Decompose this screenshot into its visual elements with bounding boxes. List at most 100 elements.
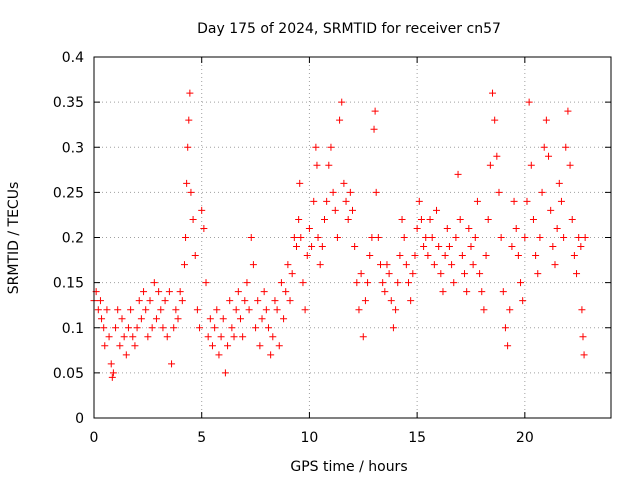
- data-point: [122, 351, 130, 359]
- data-point: [120, 333, 128, 341]
- data-point: [174, 315, 182, 323]
- data-point: [204, 333, 212, 341]
- data-point: [387, 297, 395, 305]
- data-point: [415, 197, 423, 205]
- data-point: [458, 252, 466, 260]
- data-point: [301, 306, 309, 314]
- data-point: [371, 107, 379, 115]
- data-point: [331, 206, 339, 214]
- data-point: [131, 342, 139, 350]
- x-tick-label: 5: [197, 430, 206, 446]
- data-point: [562, 143, 570, 151]
- data-point: [183, 179, 191, 187]
- data-point: [247, 234, 255, 241]
- data-point: [439, 288, 447, 296]
- data-point: [566, 161, 574, 169]
- data-point: [430, 261, 438, 269]
- data-point: [385, 270, 393, 278]
- data-point: [428, 234, 436, 241]
- data-point: [551, 261, 559, 269]
- data-point: [135, 297, 143, 305]
- axis-ticks: 0 0.05 0.1 0.15 0.2 0.25 0.3 0.35 0.4 0 5 10 15 20: [53, 50, 611, 446]
- data-point: [159, 324, 167, 332]
- data-point: [435, 243, 443, 251]
- y-tick-label: 0.15: [53, 276, 84, 292]
- data-point: [318, 243, 326, 251]
- data-point: [105, 333, 113, 341]
- data-point: [129, 333, 137, 341]
- data-point: [189, 215, 197, 223]
- data-point: [150, 279, 158, 287]
- data-point: [381, 288, 389, 296]
- data-point: [420, 243, 428, 251]
- data-point: [226, 297, 234, 305]
- data-point: [450, 279, 458, 287]
- data-point: [314, 234, 322, 241]
- data-point: [527, 161, 535, 169]
- data-point: [402, 261, 410, 269]
- data-point: [506, 306, 514, 314]
- data-point: [441, 252, 449, 260]
- data-point: [521, 234, 529, 241]
- data-point: [577, 243, 585, 251]
- data-point: [109, 369, 117, 377]
- data-point: [497, 234, 505, 241]
- data-point: [155, 288, 163, 296]
- x-tick-label: 10: [301, 430, 319, 446]
- data-point: [377, 261, 385, 269]
- data-point: [392, 306, 400, 314]
- data-point: [482, 252, 490, 260]
- data-point: [165, 288, 173, 296]
- data-point: [570, 252, 578, 260]
- data-point: [200, 224, 208, 232]
- data-point: [269, 333, 277, 341]
- data-point: [353, 279, 361, 287]
- data-point: [484, 215, 492, 223]
- data-point: [452, 234, 460, 241]
- data-point: [374, 234, 382, 241]
- data-point: [284, 261, 292, 269]
- data-point: [193, 306, 201, 314]
- data-point: [186, 89, 194, 97]
- data-point: [297, 234, 305, 241]
- data-point: [217, 333, 225, 341]
- data-point: [118, 315, 126, 323]
- data-point: [568, 215, 576, 223]
- data-point: [491, 116, 499, 124]
- data-point: [100, 324, 108, 332]
- data-point: [396, 252, 404, 260]
- data-point: [249, 261, 257, 269]
- data-point: [519, 297, 527, 305]
- data-point: [303, 252, 311, 260]
- data-point: [465, 224, 473, 232]
- data-point: [443, 224, 451, 232]
- data-point: [495, 188, 503, 196]
- data-point: [336, 116, 344, 124]
- data-point: [417, 215, 425, 223]
- data-point: [224, 342, 232, 350]
- data-point: [277, 279, 285, 287]
- data-point: [581, 234, 589, 241]
- data-point: [295, 215, 303, 223]
- data-point: [206, 315, 214, 323]
- data-point: [273, 306, 281, 314]
- data-point: [316, 261, 324, 269]
- data-point: [310, 197, 318, 205]
- data-point: [534, 270, 542, 278]
- data-point: [542, 116, 550, 124]
- data-point: [368, 234, 376, 241]
- data-point: [168, 360, 176, 368]
- data-point: [286, 297, 294, 305]
- data-point: [467, 243, 475, 251]
- data-point: [473, 197, 481, 205]
- data-point: [114, 306, 122, 314]
- data-point: [547, 206, 555, 214]
- data-point: [411, 252, 419, 260]
- data-point: [239, 333, 247, 341]
- data-point: [478, 288, 486, 296]
- data-point: [275, 342, 283, 350]
- data-point: [510, 197, 518, 205]
- data-point: [185, 116, 193, 124]
- y-tick-label: 0.4: [62, 50, 84, 66]
